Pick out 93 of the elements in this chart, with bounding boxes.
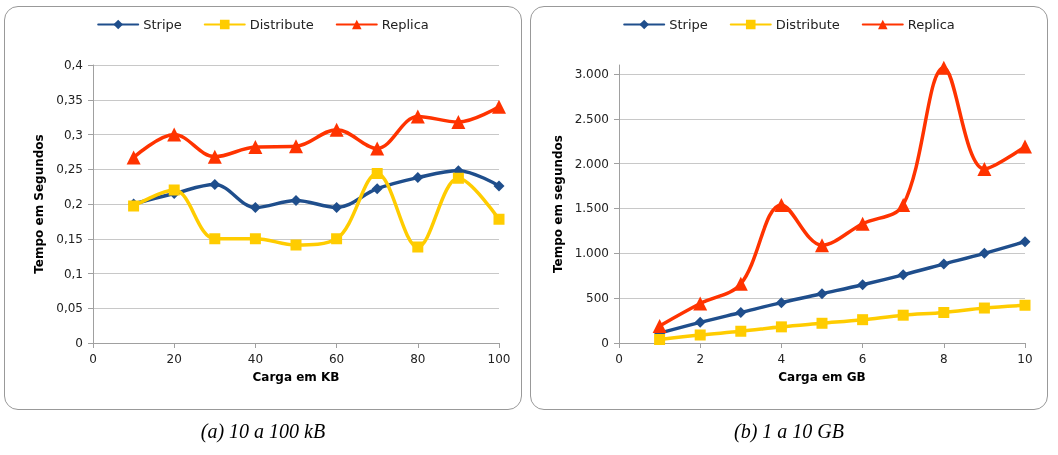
- point: [249, 201, 261, 213]
- point: [857, 314, 869, 326]
- point: [331, 233, 343, 245]
- point: [693, 296, 708, 311]
- point: [290, 239, 302, 251]
- y-tick-label: 0,35: [56, 92, 83, 107]
- x-tick-label: 8: [939, 352, 948, 366]
- legend-label: Replica: [907, 17, 955, 32]
- point: [209, 233, 221, 245]
- point: [1018, 139, 1032, 154]
- y-tick-label: 2.500: [574, 111, 609, 126]
- y-axis-title: Tempo em Segundos: [32, 134, 46, 274]
- point: [289, 139, 303, 154]
- y-tick-label: 0,1: [63, 266, 83, 281]
- y-axis-title: Tempo em segundos: [550, 135, 565, 273]
- text: (b) 1 a 10 GB: [734, 420, 844, 443]
- point: [652, 318, 667, 333]
- point: [735, 307, 747, 319]
- text: (a) 10 a 100 kB: [200, 420, 326, 443]
- y-tick-label: 0,4: [63, 58, 83, 72]
- point: [126, 150, 141, 165]
- point: [492, 99, 506, 114]
- point: [654, 333, 666, 345]
- point: [370, 141, 385, 156]
- x-tick-label: 10: [1017, 352, 1033, 366]
- x-tick-label: 0: [615, 352, 623, 366]
- point: [167, 127, 182, 142]
- y-tick-label: 0: [75, 336, 83, 350]
- y-tick-label: 0,2: [63, 197, 83, 211]
- x-axis-title: Carga em KB: [252, 370, 340, 384]
- point: [452, 172, 464, 184]
- point: [694, 329, 706, 341]
- point: [451, 114, 466, 129]
- point: [493, 180, 505, 192]
- point: [168, 184, 180, 196]
- y-tick-label: 0,15: [56, 231, 83, 246]
- point: [248, 140, 263, 155]
- legend-label: Distribute: [775, 17, 840, 32]
- point: [978, 247, 990, 259]
- point: [371, 183, 383, 195]
- point: [775, 321, 787, 333]
- point: [493, 213, 505, 225]
- legend-label: Distribute: [249, 17, 314, 32]
- point: [1019, 299, 1031, 311]
- legend-label: Replica: [381, 17, 429, 32]
- point: [694, 316, 706, 328]
- point: [1019, 236, 1031, 248]
- point: [896, 197, 911, 212]
- point: [371, 167, 383, 179]
- point: [857, 279, 869, 291]
- x-tick-label: 2: [696, 352, 705, 366]
- point: [207, 149, 222, 164]
- point: [816, 288, 828, 300]
- x-tick-label: 100: [487, 352, 511, 366]
- y-tick-label: 1.000: [574, 246, 609, 261]
- legend-label: Stripe: [669, 17, 708, 32]
- point: [816, 317, 828, 329]
- point: [412, 172, 424, 184]
- y-tick-label: 0,25: [56, 162, 83, 177]
- x-tick-label: 60: [328, 352, 345, 366]
- point: [897, 309, 909, 321]
- point: [815, 238, 829, 253]
- point: [774, 197, 789, 212]
- point: [936, 60, 951, 75]
- legend-label: Stripe: [143, 17, 182, 32]
- x-axis-title: Carga em GB: [778, 370, 866, 384]
- x-tick-label: 20: [166, 352, 182, 366]
- point: [735, 325, 747, 337]
- point: [775, 297, 787, 309]
- y-tick-label: 500: [586, 291, 609, 306]
- y-tick-label: 1.500: [574, 201, 609, 216]
- y-tick-label: 2.000: [574, 156, 609, 171]
- y-tick-label: 3.000: [574, 66, 609, 81]
- point: [412, 241, 424, 253]
- point: [733, 276, 748, 291]
- point: [977, 162, 992, 177]
- x-tick-label: 4: [777, 352, 786, 366]
- y-tick-label: 0: [601, 336, 609, 350]
- x-tick-label: 40: [247, 352, 264, 366]
- point: [938, 258, 950, 270]
- point: [978, 302, 990, 314]
- point: [249, 233, 261, 245]
- point: [331, 201, 343, 213]
- x-tick-label: 0: [89, 352, 97, 366]
- point: [855, 216, 870, 231]
- y-tick-label: 0,05: [56, 301, 83, 316]
- point: [938, 307, 950, 319]
- y-tick-label: 0,3: [63, 127, 83, 142]
- point: [410, 109, 425, 124]
- point: [897, 269, 909, 281]
- x-tick-label: 6: [858, 352, 867, 366]
- x-tick-label: 80: [410, 352, 426, 366]
- point: [329, 122, 344, 137]
